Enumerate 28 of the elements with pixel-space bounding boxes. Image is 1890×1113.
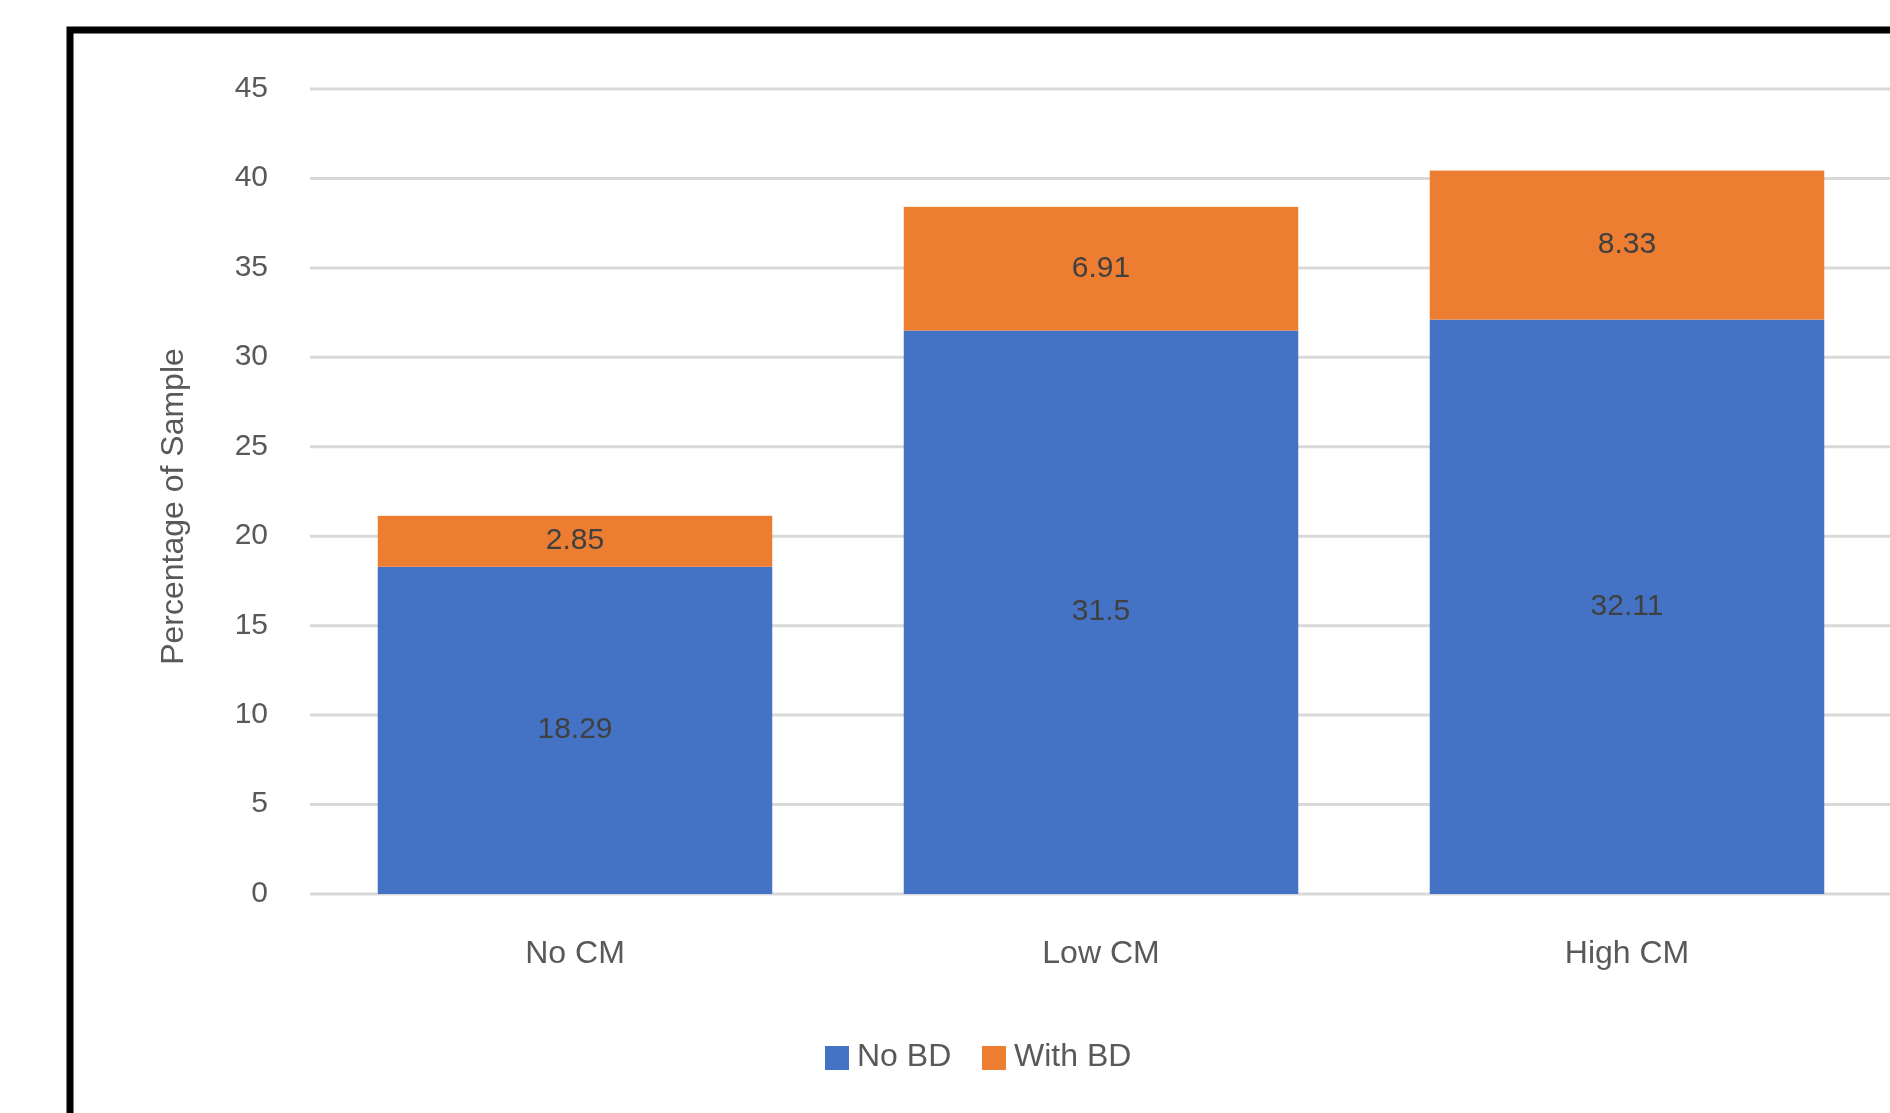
bar [1429, 319, 1825, 894]
y-tick-label: 30 [234, 338, 268, 372]
legend-label: With BD [1014, 1037, 1132, 1074]
data-label: 18.29 [537, 711, 613, 745]
bar [903, 330, 1299, 894]
y-tick-label: 10 [234, 696, 268, 730]
y-tick-label: 15 [234, 606, 268, 640]
x-tick-label: Low CM [1042, 934, 1160, 971]
y-tick-label: 5 [251, 785, 268, 819]
y-tick-label: 40 [234, 159, 268, 193]
data-label: 2.85 [545, 522, 605, 556]
data-label: 31.5 [1071, 593, 1131, 627]
y-tick-label: 0 [251, 874, 268, 908]
x-tick-label: No CM [525, 934, 625, 971]
y-tick-label: 45 [234, 69, 268, 103]
y-tick-label: 35 [234, 248, 268, 282]
bar [903, 206, 1299, 331]
y-axis-title: Percentage of Sample [154, 348, 191, 665]
data-label: 6.91 [1071, 249, 1131, 283]
bar [377, 515, 773, 567]
legend-label: No BD [857, 1037, 952, 1074]
bar [1429, 170, 1825, 320]
y-tick-label: 25 [234, 427, 268, 461]
x-tick-label: High CM [1564, 934, 1690, 971]
data-label: 8.33 [1597, 226, 1657, 259]
y-tick-label: 20 [234, 517, 268, 551]
data-label: 32.11 [1590, 587, 1664, 621]
bar [377, 566, 773, 894]
